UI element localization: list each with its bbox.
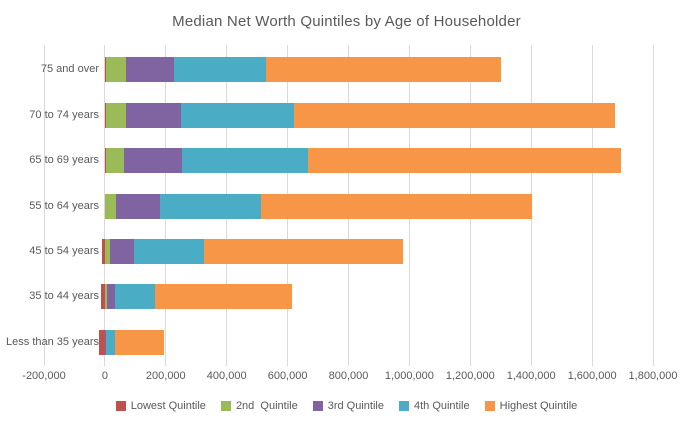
bar-segment bbox=[203, 238, 403, 264]
legend-swatch bbox=[220, 401, 231, 411]
y-category-label: 75 and over bbox=[40, 63, 99, 76]
gridline bbox=[43, 45, 45, 366]
bar-segment bbox=[265, 57, 501, 83]
x-tick-label: 1,200,000 bbox=[445, 370, 495, 382]
x-tick-label: 200,000 bbox=[145, 370, 186, 382]
legend-item: 4th Quintile bbox=[398, 400, 470, 412]
bar-segment bbox=[125, 102, 181, 128]
bar-segment bbox=[133, 238, 204, 264]
bar-segment bbox=[293, 102, 615, 128]
legend-item: 3rd Quintile bbox=[312, 400, 384, 412]
x-tick-label: -200,000 bbox=[22, 370, 66, 382]
bar-segment bbox=[106, 284, 115, 310]
bar-segment bbox=[307, 148, 621, 174]
x-tick-label: 400,000 bbox=[206, 370, 247, 382]
legend-item: Lowest Quintile bbox=[115, 400, 206, 412]
bar-segment bbox=[115, 329, 165, 355]
bar-segment bbox=[104, 284, 107, 310]
legend-swatch bbox=[312, 401, 323, 411]
legend-swatch bbox=[115, 401, 126, 411]
x-tick-label: 1,400,000 bbox=[506, 370, 556, 382]
y-category-label: Less than 35 years bbox=[6, 335, 99, 348]
bar-segment bbox=[105, 102, 126, 128]
bar-segment bbox=[98, 329, 105, 355]
bar-segment bbox=[116, 193, 161, 219]
bar-segment bbox=[160, 193, 262, 219]
bar-segment bbox=[104, 238, 110, 264]
y-category-label: 45 to 54 years bbox=[29, 244, 99, 257]
bar-segment bbox=[105, 193, 117, 219]
bar-segment bbox=[109, 238, 134, 264]
bar-segment bbox=[104, 148, 106, 174]
legend-label: Lowest Quintile bbox=[130, 400, 206, 412]
bar-segment bbox=[125, 57, 174, 83]
bar-segment bbox=[173, 57, 266, 83]
bar-segment bbox=[123, 148, 182, 174]
bar-segment bbox=[102, 238, 105, 264]
legend-swatch bbox=[398, 401, 409, 411]
bar-segment bbox=[105, 57, 126, 83]
bar-segment bbox=[261, 193, 533, 219]
y-category-label: 70 to 74 years bbox=[29, 108, 99, 121]
x-tick-label: 0 bbox=[101, 370, 108, 382]
x-tick-label: 1,000,000 bbox=[384, 370, 434, 382]
bar-segment bbox=[155, 284, 292, 310]
bar-segment bbox=[105, 148, 124, 174]
y-category-label: 55 to 64 years bbox=[29, 199, 99, 212]
legend-label: 2nd Quintile bbox=[235, 400, 298, 412]
chart-legend: Lowest Quintile 2nd Quintile 3rd Quintile 4… bbox=[0, 398, 693, 414]
y-category-label: 35 to 44 years bbox=[29, 290, 99, 303]
x-tick-label: 600,000 bbox=[267, 370, 308, 382]
bar-segment bbox=[180, 102, 294, 128]
gridline bbox=[652, 45, 654, 366]
bar-segment bbox=[104, 102, 106, 128]
bar-segment bbox=[100, 284, 105, 310]
y-category-label: 65 to 69 years bbox=[29, 154, 99, 167]
legend-item: Highest Quintile bbox=[484, 400, 578, 412]
x-tick-label: 1,800,000 bbox=[628, 370, 678, 382]
gridline bbox=[591, 45, 593, 366]
chart-title: Median Net Worth Quintiles by Age of Hou… bbox=[172, 13, 521, 30]
x-tick-label: 800,000 bbox=[328, 370, 369, 382]
x-tick-label: 1,600,000 bbox=[567, 370, 617, 382]
legend-label: 3rd Quintile bbox=[327, 400, 384, 412]
legend-swatch bbox=[484, 401, 495, 411]
legend-item: 2nd Quintile bbox=[220, 400, 298, 412]
legend-label: 4th Quintile bbox=[413, 400, 470, 412]
legend-label: Highest Quintile bbox=[499, 400, 578, 412]
bar-segment bbox=[114, 284, 156, 310]
bar-segment bbox=[105, 329, 107, 355]
bar-segment bbox=[106, 329, 116, 355]
bar-segment bbox=[181, 148, 308, 174]
bar-segment bbox=[104, 57, 106, 83]
